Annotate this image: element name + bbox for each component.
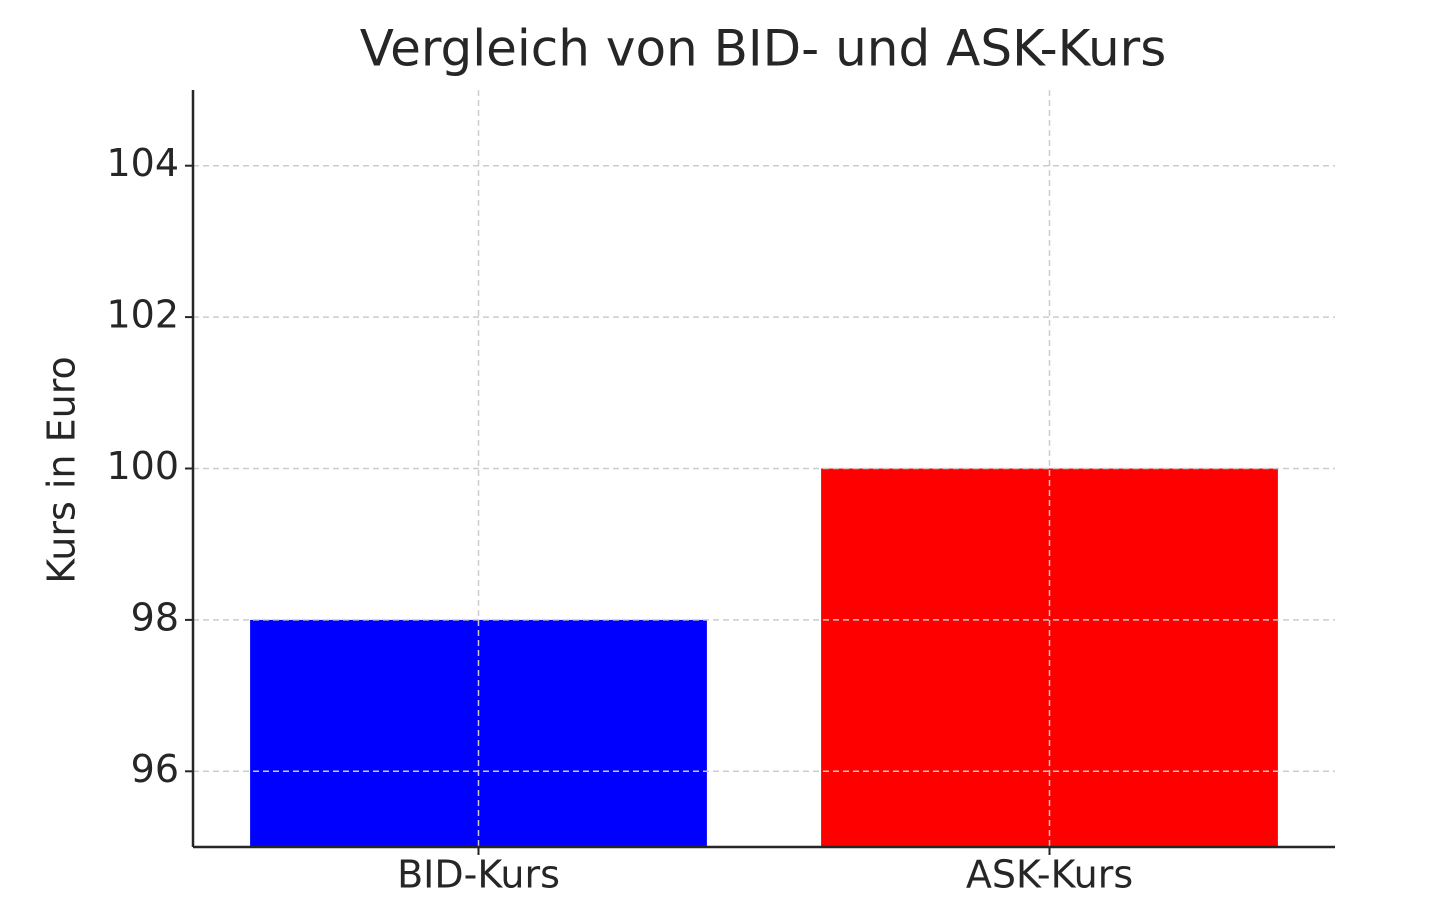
y-tick-label: 104	[106, 141, 179, 185]
y-tick-label: 102	[106, 293, 179, 337]
chart-title: Vergleich von BID- und ASK-Kurs	[360, 20, 1167, 78]
y-tick-label: 100	[106, 444, 179, 488]
y-tick-label: 96	[131, 747, 179, 791]
y-tick-label: 98	[131, 595, 179, 639]
x-tick-label: ASK-Kurs	[966, 853, 1133, 897]
x-tick-label: BID-Kurs	[397, 853, 560, 897]
y-axis-label: Kurs in Euro	[40, 356, 84, 583]
